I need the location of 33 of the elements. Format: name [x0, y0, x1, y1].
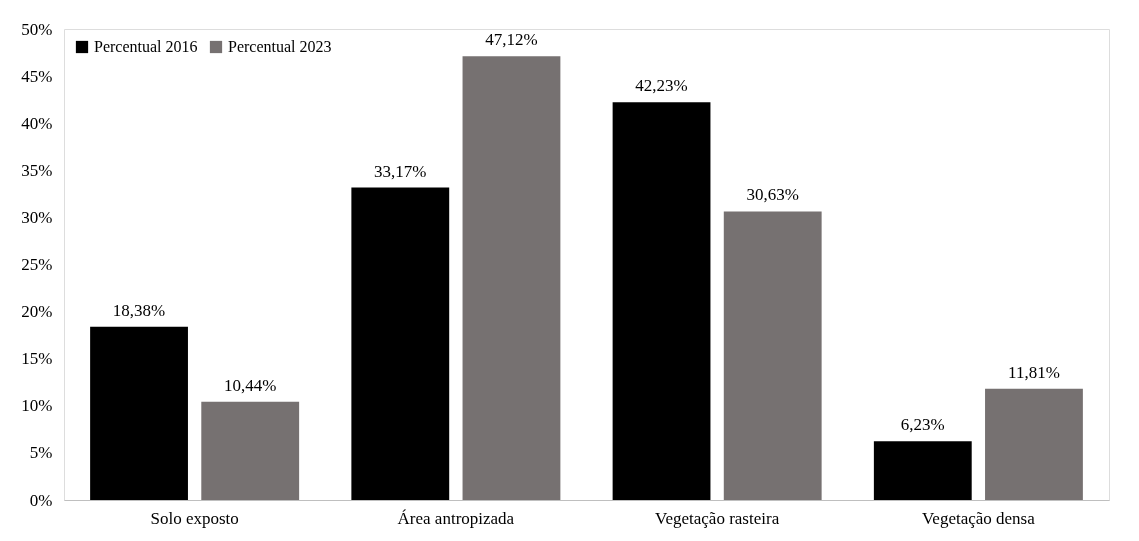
y-tick-label: 35%	[21, 160, 53, 180]
data-label: 33,17%	[374, 161, 427, 181]
y-tick-label: 25%	[21, 255, 53, 274]
bar	[873, 441, 972, 500]
data-label: 6,23%	[900, 415, 945, 435]
y-tick-label: 5%	[29, 443, 53, 463]
y-tick-label: 40%	[21, 113, 53, 133]
legend-label: Percentual 2016	[94, 38, 198, 55]
data-label: 10,44%	[224, 375, 277, 395]
bar	[201, 401, 300, 500]
legend-label: Percentual 2023	[228, 38, 332, 55]
data-label: 30,63%	[746, 185, 799, 205]
bar	[612, 102, 711, 500]
bar	[351, 187, 450, 500]
y-tick-label: 20%	[21, 302, 53, 322]
data-label: 42,23%	[635, 76, 688, 96]
bar	[90, 326, 188, 500]
bar	[985, 388, 1083, 500]
y-tick-label: 50%	[21, 19, 53, 39]
bar	[723, 211, 822, 500]
data-label: 18,38%	[112, 300, 166, 320]
x-tick-label: Área antropizada	[397, 508, 515, 528]
y-tick-label: 45%	[21, 66, 53, 86]
data-label: 47,12%	[485, 30, 538, 50]
y-tick-label: 30%	[21, 207, 53, 227]
x-tick-label: Solo exposto	[150, 508, 239, 528]
x-tick-label: Vegetação densa	[921, 508, 1036, 528]
x-tick-label: Vegetação rasteira	[655, 508, 780, 528]
y-tick-label: 15%	[21, 349, 53, 369]
y-tick-label: 10%	[21, 396, 53, 416]
y-tick-label: 0%	[29, 490, 53, 510]
bar	[462, 56, 561, 500]
data-label: 11,81%	[1008, 362, 1060, 382]
